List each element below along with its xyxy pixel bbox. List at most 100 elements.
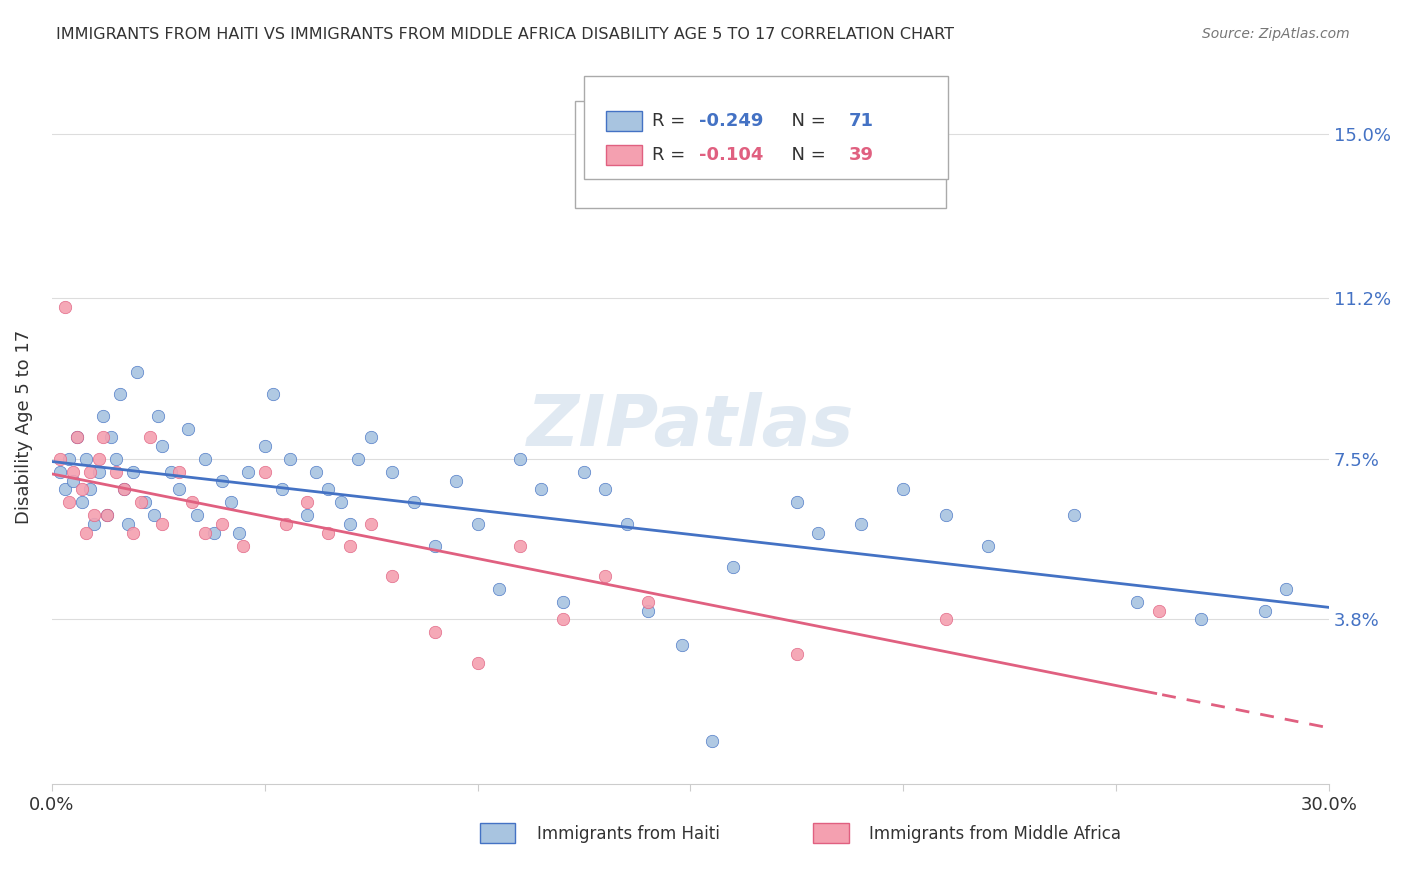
Point xyxy=(121,525,143,540)
Point xyxy=(228,525,250,540)
Point xyxy=(423,539,446,553)
Point xyxy=(295,508,318,523)
Point xyxy=(274,516,297,531)
Point xyxy=(169,465,191,479)
Point xyxy=(318,483,340,497)
Point xyxy=(108,387,131,401)
Point xyxy=(1147,604,1170,618)
Point xyxy=(295,495,318,509)
Point xyxy=(318,525,340,540)
Point xyxy=(572,465,595,479)
Point xyxy=(104,465,127,479)
Point xyxy=(347,451,370,466)
Point xyxy=(339,539,361,553)
Point xyxy=(381,465,404,479)
Point xyxy=(70,495,93,509)
Point xyxy=(232,539,254,553)
Point xyxy=(305,465,328,479)
Point xyxy=(360,516,382,531)
Point xyxy=(721,560,744,574)
FancyBboxPatch shape xyxy=(606,111,643,131)
Text: ZIPatlas: ZIPatlas xyxy=(527,392,853,461)
Text: IMMIGRANTS FROM HAITI VS IMMIGRANTS FROM MIDDLE AFRICA DISABILITY AGE 5 TO 17 CO: IMMIGRANTS FROM HAITI VS IMMIGRANTS FROM… xyxy=(56,27,955,42)
Point xyxy=(202,525,225,540)
Point xyxy=(616,516,638,531)
Point xyxy=(530,483,553,497)
FancyBboxPatch shape xyxy=(575,101,946,208)
Point xyxy=(186,508,208,523)
Point xyxy=(671,639,693,653)
Point xyxy=(339,516,361,531)
Text: R =: R = xyxy=(652,112,692,129)
Point xyxy=(807,525,830,540)
Point xyxy=(83,508,105,523)
Point xyxy=(194,451,217,466)
Point xyxy=(1254,604,1277,618)
Point xyxy=(786,495,808,509)
Point xyxy=(75,525,97,540)
Point xyxy=(935,508,957,523)
Point xyxy=(1126,595,1149,609)
Point xyxy=(423,625,446,640)
Point xyxy=(49,465,72,479)
Point xyxy=(509,451,531,466)
Y-axis label: Disability Age 5 to 17: Disability Age 5 to 17 xyxy=(15,329,32,524)
Point xyxy=(134,495,156,509)
Point xyxy=(152,516,174,531)
Point xyxy=(262,387,284,401)
Point xyxy=(83,516,105,531)
Point xyxy=(402,495,425,509)
Point xyxy=(253,465,276,479)
Point xyxy=(104,451,127,466)
Point xyxy=(444,474,467,488)
Point xyxy=(53,300,76,314)
Point xyxy=(117,516,139,531)
Point xyxy=(1063,508,1085,523)
Point xyxy=(219,495,242,509)
Point xyxy=(1189,612,1212,626)
Text: N =: N = xyxy=(780,112,831,129)
Point xyxy=(91,430,114,444)
Point xyxy=(62,474,84,488)
Point xyxy=(75,451,97,466)
Point xyxy=(236,465,259,479)
Point xyxy=(891,483,914,497)
Point xyxy=(637,604,659,618)
Point xyxy=(87,465,110,479)
Point xyxy=(278,451,301,466)
FancyBboxPatch shape xyxy=(813,823,849,843)
FancyBboxPatch shape xyxy=(585,76,949,179)
Text: -0.249: -0.249 xyxy=(699,112,763,129)
Point xyxy=(70,483,93,497)
Point xyxy=(593,569,616,583)
Point xyxy=(53,483,76,497)
Point xyxy=(58,451,80,466)
Text: R =: R = xyxy=(652,146,692,164)
Point xyxy=(786,647,808,661)
Point xyxy=(253,439,276,453)
Point xyxy=(121,465,143,479)
Text: N =: N = xyxy=(780,146,831,164)
Point xyxy=(330,495,353,509)
Text: Immigrants from Middle Africa: Immigrants from Middle Africa xyxy=(869,825,1121,843)
Point xyxy=(551,595,574,609)
Point xyxy=(112,483,135,497)
Point xyxy=(360,430,382,444)
Point xyxy=(138,430,160,444)
Point xyxy=(148,409,170,423)
Text: Source: ZipAtlas.com: Source: ZipAtlas.com xyxy=(1202,27,1350,41)
Point xyxy=(96,508,118,523)
Point xyxy=(125,365,148,379)
Point xyxy=(49,451,72,466)
Point xyxy=(467,516,489,531)
Point xyxy=(169,483,191,497)
Point xyxy=(467,656,489,670)
Point xyxy=(211,516,233,531)
Point xyxy=(66,430,89,444)
Text: 71: 71 xyxy=(849,112,873,129)
FancyBboxPatch shape xyxy=(606,145,643,165)
Point xyxy=(509,539,531,553)
Point xyxy=(849,516,872,531)
Point xyxy=(66,430,89,444)
Point xyxy=(270,483,292,497)
